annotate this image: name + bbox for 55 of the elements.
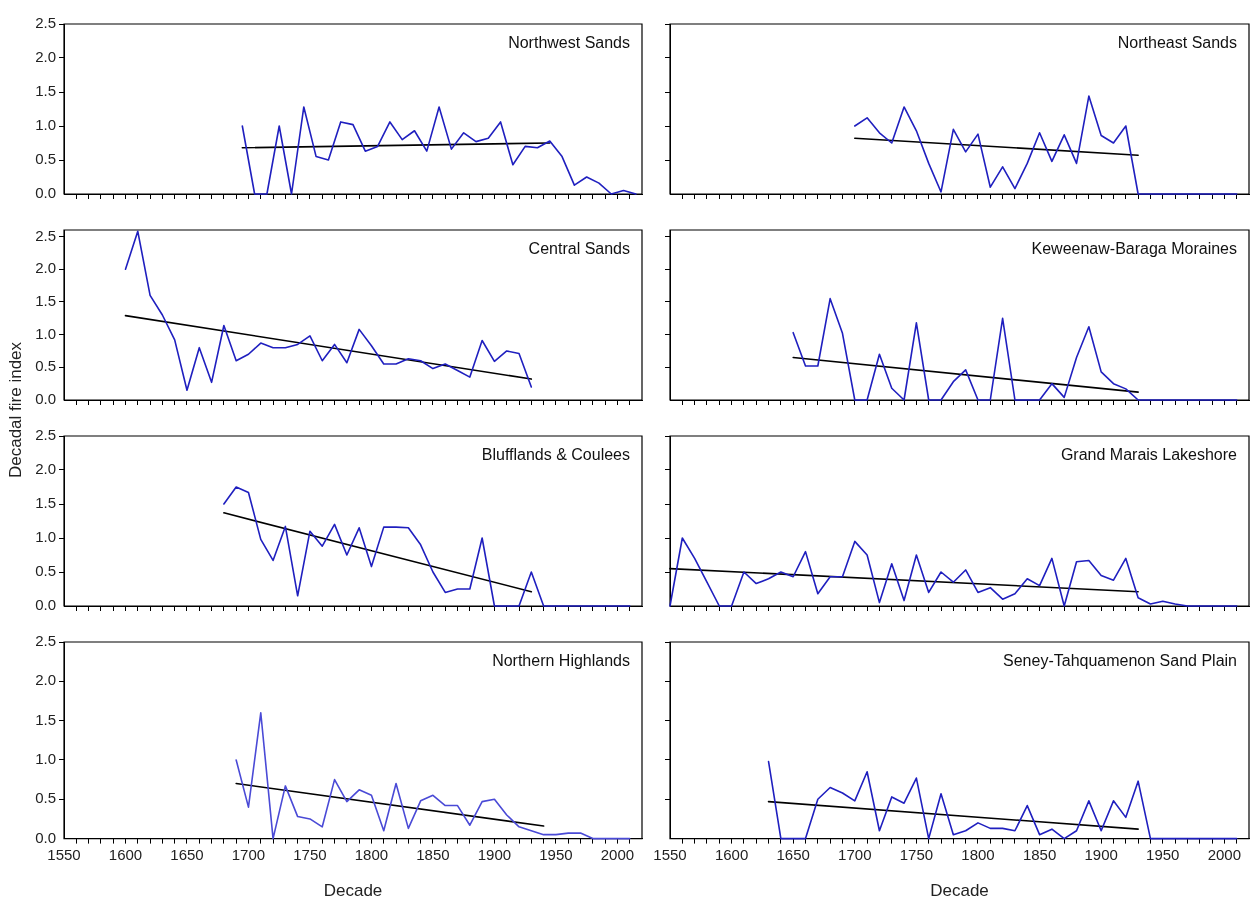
x-tick-label: 1550: [653, 845, 687, 863]
y-tick-label: 1.0: [35, 528, 56, 546]
text: Northwest Sands: [508, 34, 630, 52]
y-tick-label: 2.0: [35, 671, 56, 689]
y-axis-title: Decadal fire index: [6, 341, 26, 479]
y-tick-label: 0.0: [35, 390, 56, 408]
x-tick-label: 2000: [600, 845, 635, 863]
x-tick-label: 1650: [170, 845, 204, 863]
y-tick-label: 1.5: [35, 710, 56, 728]
y-tick-label: 2.5: [35, 14, 56, 32]
y-tick-label: 1.0: [35, 324, 56, 342]
y-tick-label: 2.0: [35, 48, 56, 66]
x-tick-label: 1900: [1084, 845, 1118, 863]
x-tick-label: 1750: [899, 845, 934, 863]
text: Grand Marais Lakeshore: [1060, 446, 1238, 464]
x-axis-title: Decade: [323, 881, 383, 901]
y-tick-label: 1.0: [35, 116, 56, 134]
y-tick-label: 0.5: [35, 562, 56, 580]
x-tick-label: 1700: [838, 845, 872, 863]
x-tick-label: 1650: [776, 845, 810, 863]
x-tick-label: 1850: [1022, 845, 1057, 863]
x-tick-label: 1600: [714, 845, 749, 863]
x-tick-label: 1700: [231, 845, 266, 863]
y-tick-label: 1.5: [35, 292, 56, 310]
y-tick-label: 2.5: [35, 426, 56, 444]
x-tick-label: 1800: [354, 845, 389, 863]
x-tick-label: 1900: [477, 845, 512, 863]
y-tick-label: 2.0: [35, 259, 56, 277]
y-tick-label: 0.5: [35, 150, 56, 168]
y-tick-label: 0.5: [35, 357, 56, 375]
x-tick-label: 1950: [539, 845, 573, 863]
x-tick-label: 1850: [416, 845, 450, 863]
x-tick-label: 1750: [293, 845, 327, 863]
text: Northeast Sands: [1117, 34, 1237, 52]
x-tick-label: 1800: [961, 845, 995, 863]
y-tick-label: 0.0: [35, 184, 56, 202]
y-tick-label: 0.0: [35, 596, 56, 614]
x-axis-title: Decade: [930, 881, 989, 901]
text: Seney-Tahquamenon Sand Plain: [1003, 652, 1237, 670]
y-tick-label: 1.0: [35, 750, 56, 768]
text: Blufflands & Coulees: [481, 446, 630, 464]
y-tick-label: 0.5: [35, 789, 56, 807]
y-tick-label: 2.0: [35, 460, 56, 478]
text: Central Sands: [528, 240, 630, 258]
x-tick-label: 2000: [1207, 845, 1242, 863]
text: Keweenaw-Baraga Moraines: [1031, 240, 1237, 258]
y-tick-label: 1.5: [35, 494, 56, 512]
y-tick-label: 2.5: [35, 632, 56, 650]
x-tick-label: 1550: [47, 845, 81, 863]
x-tick-label: 1600: [108, 845, 143, 863]
y-tick-label: 0.0: [35, 828, 56, 846]
text: Northern Highlands: [492, 652, 630, 670]
y-tick-label: 2.5: [35, 226, 56, 244]
y-tick-label: 1.5: [35, 82, 56, 100]
x-tick-label: 1950: [1146, 845, 1180, 863]
